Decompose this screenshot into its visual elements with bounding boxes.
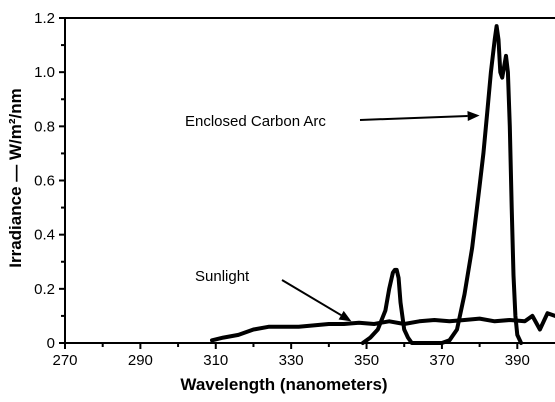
x-tick-label: 310: [203, 352, 228, 369]
annotation-layer: Enclosed Carbon Arc Sunlight: [185, 110, 480, 322]
y-tick-label: 0: [47, 335, 55, 352]
y-axis: 0 0.2 0.4 0.6 0.8 1.0 1.2: [34, 10, 65, 352]
y-axis-title: Irradiance — W/m²/nm: [6, 88, 25, 267]
y-tick-label: 0.8: [34, 118, 55, 135]
x-axis-title: Wavelength (nanometers): [180, 375, 387, 394]
x-tick-label: 370: [429, 352, 454, 369]
x-tick-label: 290: [128, 352, 153, 369]
y-tick-label: 0.6: [34, 173, 55, 190]
annotation-label: Enclosed Carbon Arc: [185, 113, 326, 130]
enclosed-carbon-arc-line: [360, 24, 524, 345]
y-tick-label: 0.2: [34, 281, 55, 298]
series-layer: [210, 24, 555, 345]
annotation-arrow: [281, 279, 342, 317]
y-tick-label: 1.0: [34, 64, 55, 81]
x-axis: 270 290 310 330 350 370 390: [52, 343, 530, 369]
y-tick-label: 1.2: [34, 10, 55, 27]
x-tick-label: 390: [505, 352, 530, 369]
x-tick-label: 350: [354, 352, 379, 369]
annotation-label: Sunlight: [195, 268, 250, 285]
arrowhead: [467, 110, 480, 121]
y-tick-label: 0.4: [34, 227, 55, 244]
x-tick-label: 270: [52, 352, 77, 369]
x-tick-label: 330: [279, 352, 304, 369]
annotation-arrow: [359, 114, 468, 121]
sunlight-line: [210, 311, 555, 343]
arrowhead: [338, 310, 352, 322]
